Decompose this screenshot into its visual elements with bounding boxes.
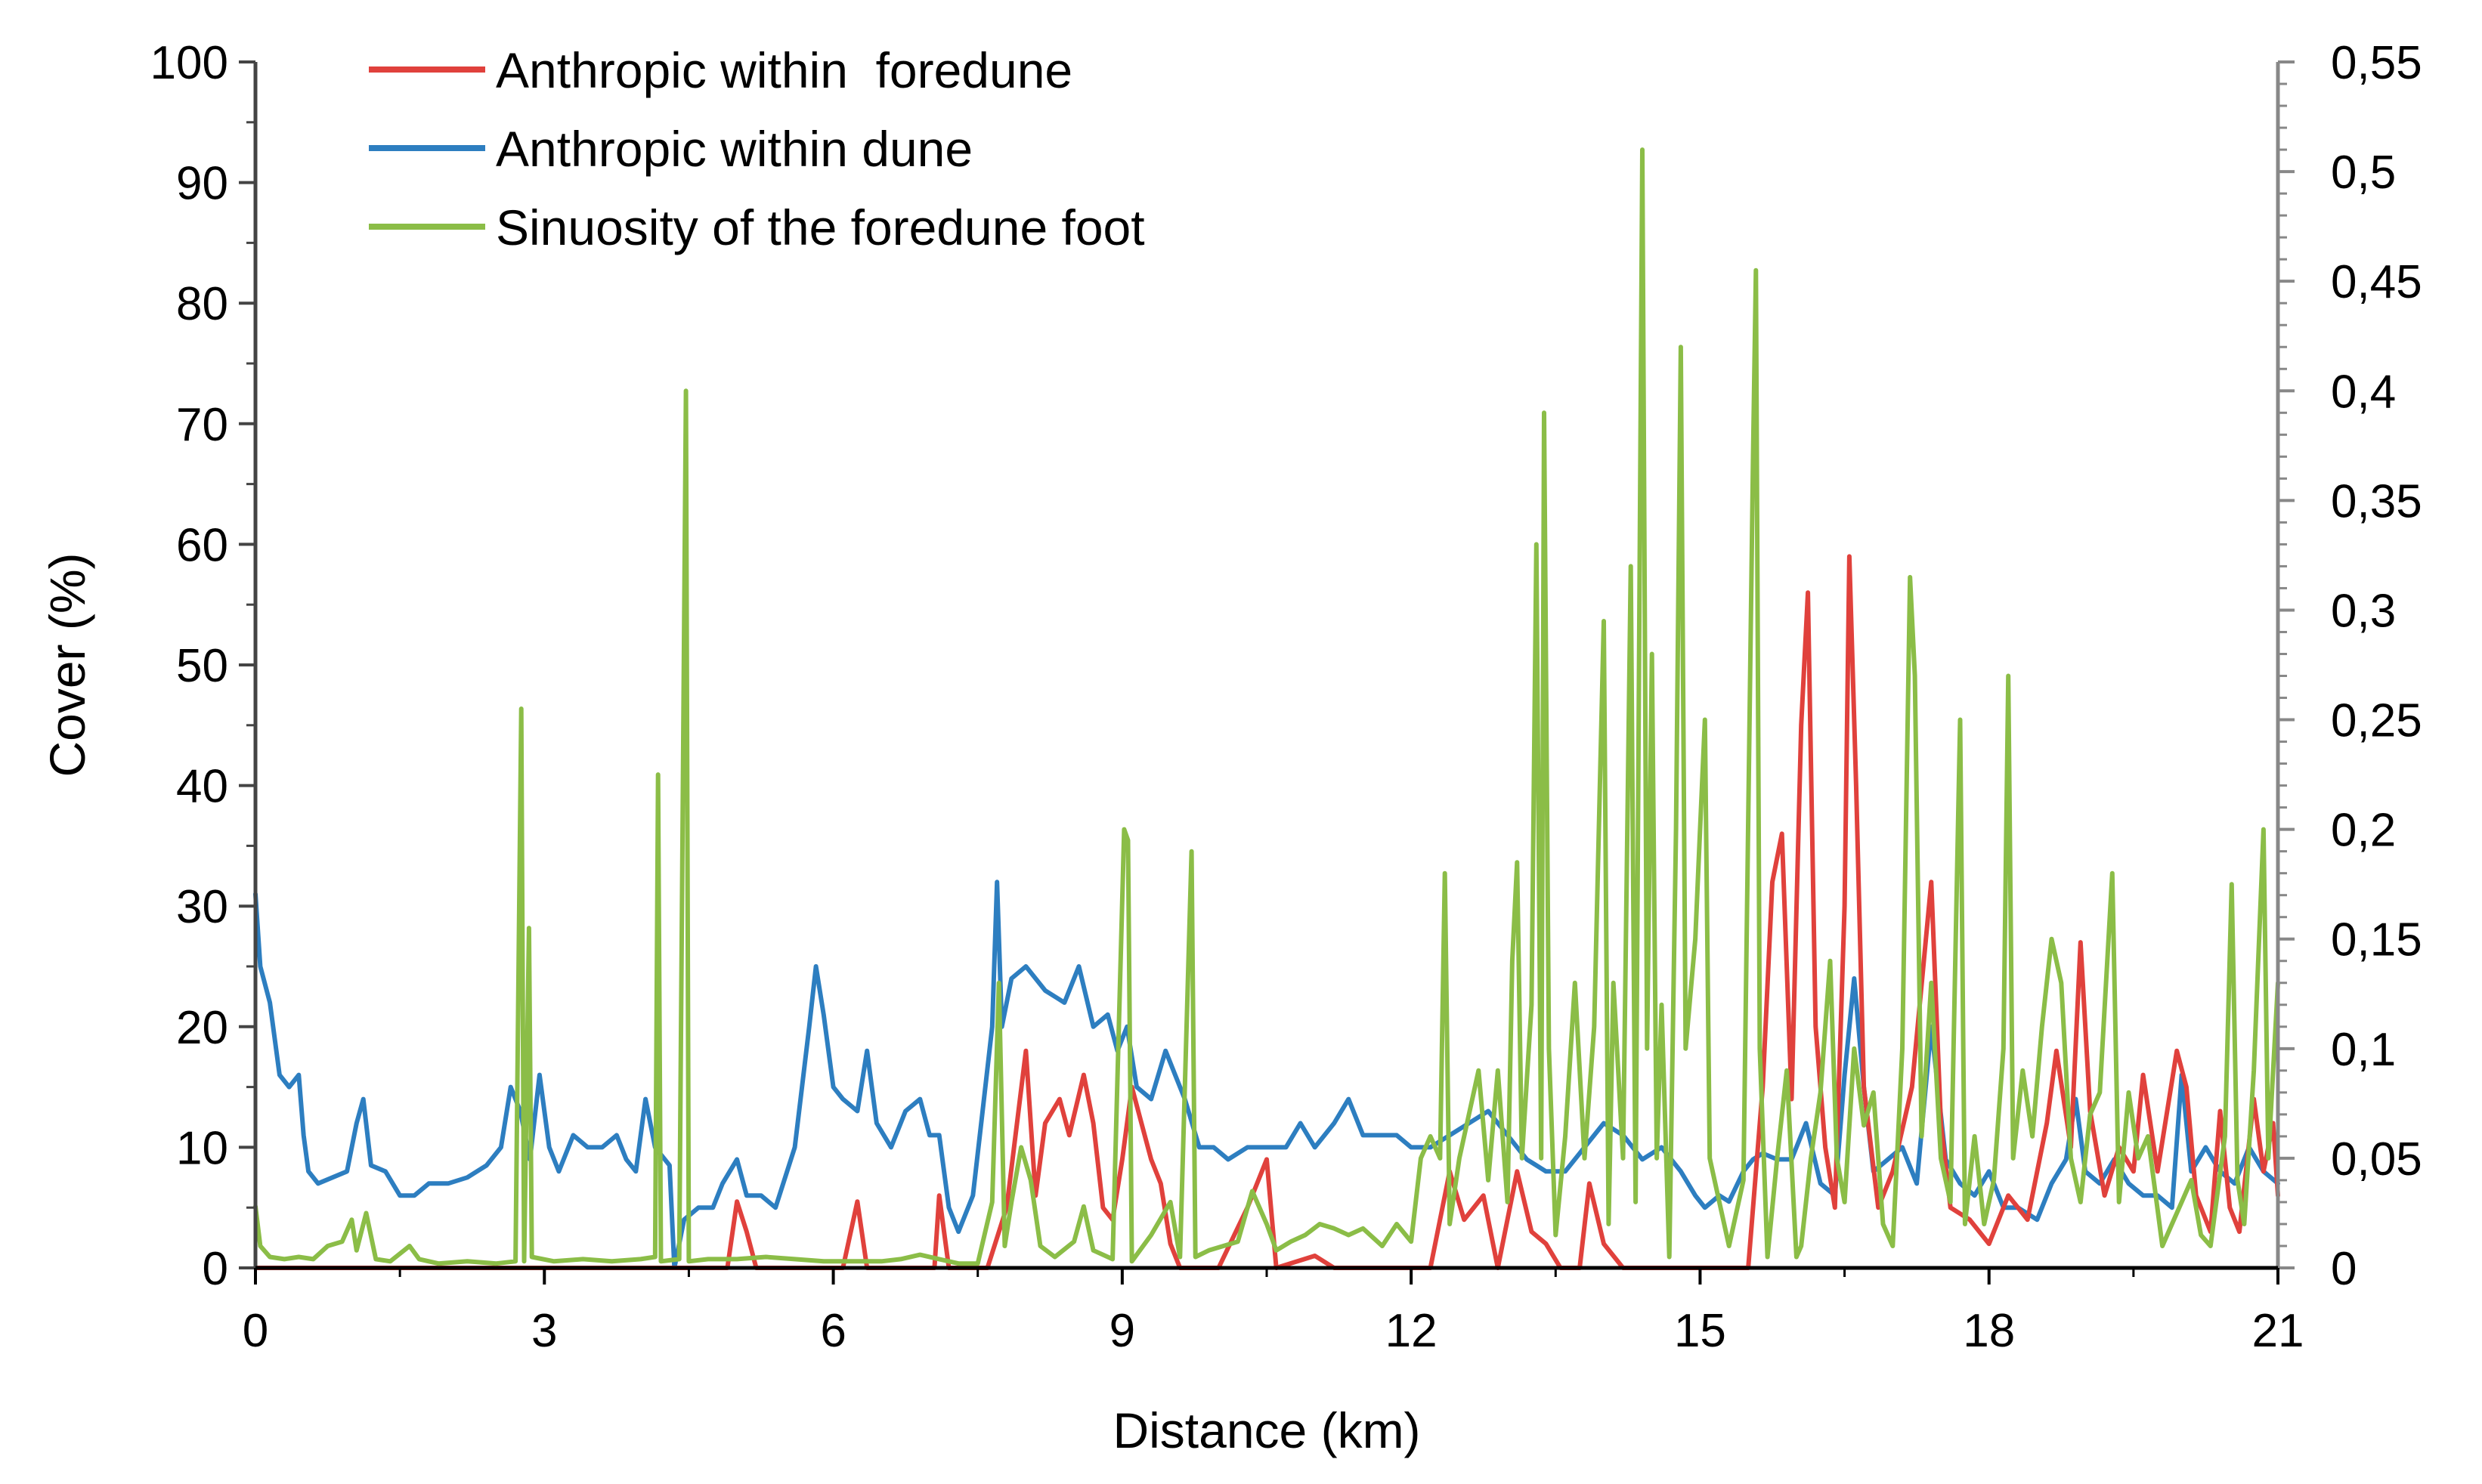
legend-label-sinuosity: Sinuosity of the foredune foot <box>496 199 1145 255</box>
y-tick-label: 20 <box>176 1002 228 1054</box>
y-tick-label: 30 <box>176 881 228 933</box>
x-tick-label: 18 <box>1963 1305 2015 1357</box>
y2-tick-label: 0,55 <box>2331 37 2422 89</box>
y2-tick-label: 0,25 <box>2331 695 2422 747</box>
legend-label-foredune: Anthropic within foredune <box>496 42 1072 98</box>
y-tick-label: 90 <box>176 158 228 210</box>
x-tick-label: 15 <box>1674 1305 1726 1357</box>
y2-tick-label: 0,15 <box>2331 914 2422 966</box>
x-tick-label: 6 <box>820 1305 846 1357</box>
y2-tick-label: 0,5 <box>2331 147 2396 199</box>
y2-tick-label: 0,05 <box>2331 1133 2422 1186</box>
y2-tick-label: 0,1 <box>2331 1024 2396 1076</box>
series-line-2 <box>253 147 2280 1266</box>
y-tick-label: 100 <box>150 37 228 89</box>
y2-tick-label: 0,35 <box>2331 475 2422 527</box>
y-tick-label: 60 <box>176 519 228 571</box>
y2-tick-label: 0,4 <box>2331 366 2396 418</box>
x-axis-title: Distance (km) <box>1113 1402 1420 1458</box>
series-line-0 <box>253 554 2280 1270</box>
x-tick-label: 9 <box>1109 1305 1135 1357</box>
y2-tick-label: 0 <box>2331 1243 2357 1295</box>
legend-label-dune: Anthropic within dune <box>496 121 973 177</box>
y-tick-label: 70 <box>176 399 228 451</box>
axis-ticks: 010203040506070809010000,050,10,150,20,2… <box>150 37 2422 1357</box>
series-lines <box>253 147 2280 1270</box>
y-tick-label: 80 <box>176 278 228 330</box>
y-tick-label: 40 <box>176 761 228 813</box>
legend: Anthropic within foredune Anthropic with… <box>369 42 1145 255</box>
y-tick-label: 10 <box>176 1122 228 1174</box>
series-line-1 <box>253 880 2280 1270</box>
x-tick-label: 21 <box>2252 1305 2304 1357</box>
y-tick-label: 50 <box>176 640 228 692</box>
y2-tick-label: 0,3 <box>2331 585 2396 637</box>
x-tick-label: 0 <box>243 1305 268 1357</box>
x-tick-label: 3 <box>531 1305 557 1357</box>
x-tick-label: 12 <box>1385 1305 1438 1357</box>
y2-tick-label: 0,2 <box>2331 805 2396 857</box>
y-axis-title: Cover (%) <box>39 552 95 777</box>
y2-tick-label: 0,45 <box>2331 256 2422 308</box>
y-tick-label: 0 <box>203 1243 228 1295</box>
plot-area: 010203040506070809010000,050,10,150,20,2… <box>150 37 2422 1357</box>
